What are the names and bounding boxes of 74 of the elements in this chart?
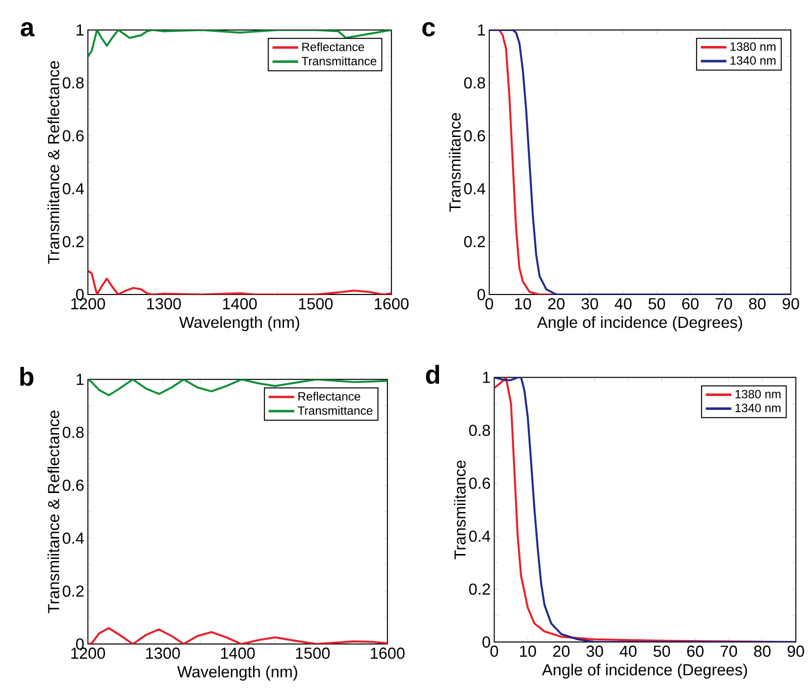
y-axis-title: Transmiitance & Reflectance bbox=[48, 61, 60, 264]
legend-label: Reflectance bbox=[298, 392, 360, 401]
x-tick-label: 90 bbox=[788, 646, 804, 657]
y-tick-label: 1 bbox=[76, 24, 84, 36]
y-tick-label: 0.6 bbox=[62, 130, 84, 142]
x-tick-label: 1400 bbox=[221, 648, 255, 659]
y-tick-label: 0.8 bbox=[469, 424, 490, 436]
y-tick-label: 0.4 bbox=[469, 530, 490, 542]
x-axis-title: Wavelength (nm) bbox=[179, 316, 300, 332]
x-tick-label: 1300 bbox=[147, 298, 181, 310]
x-tick-label: 20 bbox=[548, 298, 565, 310]
legend-label: Reflectance bbox=[302, 42, 364, 52]
legend-label: 1340 nm bbox=[730, 56, 776, 65]
y-tick-label: 0.6 bbox=[464, 130, 486, 142]
chart-title: c bbox=[422, 22, 436, 36]
x-tick-label: 1200 bbox=[71, 298, 105, 310]
x-tick-label: 1600 bbox=[370, 648, 405, 659]
x-tick-label: 1300 bbox=[146, 648, 180, 659]
y-tick-label: 1 bbox=[483, 372, 490, 383]
x-axis-title: Angle of incidence (Degrees) bbox=[537, 316, 742, 332]
x-tick-label: 1500 bbox=[296, 648, 330, 659]
x-tick-label: 50 bbox=[648, 298, 666, 310]
legend-label: Transmittance bbox=[302, 56, 376, 66]
x-tick-label: 1600 bbox=[374, 298, 409, 310]
x-tick-label: 70 bbox=[716, 298, 732, 310]
x-tick-label: 70 bbox=[720, 646, 738, 657]
y-tick-label: 1 bbox=[478, 24, 485, 36]
chart-title: a bbox=[20, 22, 35, 36]
x-tick-label: 1400 bbox=[223, 298, 257, 310]
x-tick-label: 30 bbox=[586, 646, 604, 657]
x-tick-label: 40 bbox=[620, 646, 637, 657]
y-tick-label: 0.2 bbox=[62, 585, 84, 597]
y-tick-label: 0.8 bbox=[62, 426, 84, 438]
y-tick-label: 0 bbox=[482, 636, 490, 648]
x-tick-label: 10 bbox=[515, 298, 532, 310]
y-axis-title: Transmiitance bbox=[454, 460, 466, 560]
x-tick-label: 50 bbox=[654, 646, 670, 657]
y-axis-title: Transmiitance bbox=[448, 113, 461, 212]
y-axis-title: Transmiitance & Reflectance bbox=[48, 410, 60, 614]
x-tick-label: 90 bbox=[782, 298, 800, 310]
y-tick-label: 0 bbox=[477, 288, 486, 300]
x-tick-label: 1500 bbox=[298, 298, 333, 310]
x-tick-label: 1200 bbox=[71, 648, 105, 659]
y-tick-label: 0.4 bbox=[464, 183, 486, 194]
legend-label: Transmittance bbox=[298, 406, 372, 415]
x-tick-label: 30 bbox=[582, 298, 598, 310]
y-tick-label: 0.8 bbox=[464, 77, 486, 89]
y-tick-label: 0 bbox=[76, 288, 84, 300]
x-tick-label: 80 bbox=[754, 646, 771, 657]
chart-title: b bbox=[20, 366, 34, 386]
x-tick-label: 10 bbox=[520, 646, 536, 657]
y-tick-label: 0.4 bbox=[62, 532, 84, 544]
y-tick-label: 0.6 bbox=[62, 480, 84, 491]
x-tick-label: 80 bbox=[749, 298, 766, 310]
legend-label: 1340 nm bbox=[736, 404, 780, 412]
x-tick-label: 40 bbox=[614, 298, 632, 310]
legend-label: 1380 nm bbox=[736, 390, 780, 398]
chart-title: d bbox=[426, 364, 440, 384]
y-tick-label: 0.4 bbox=[62, 183, 84, 194]
x-tick-label: 60 bbox=[682, 298, 699, 310]
x-tick-label: 60 bbox=[687, 646, 704, 657]
x-axis-title: Angle of incidence (Degrees) bbox=[542, 664, 747, 679]
line-series bbox=[494, 377, 796, 642]
x-tick-label: 20 bbox=[553, 646, 570, 657]
x-tick-label: 0 bbox=[490, 646, 498, 657]
legend-label: 1380 nm bbox=[730, 42, 776, 51]
x-axis-title: Wavelength (nm) bbox=[177, 666, 298, 681]
y-tick-label: 0.2 bbox=[464, 236, 485, 248]
y-tick-label: 0.2 bbox=[62, 236, 84, 248]
y-tick-label: 1 bbox=[76, 374, 84, 385]
y-tick-label: 0.6 bbox=[469, 478, 490, 489]
line-series bbox=[88, 270, 392, 295]
y-tick-label: 0.2 bbox=[469, 583, 490, 595]
y-tick-label: 0.8 bbox=[62, 77, 84, 89]
